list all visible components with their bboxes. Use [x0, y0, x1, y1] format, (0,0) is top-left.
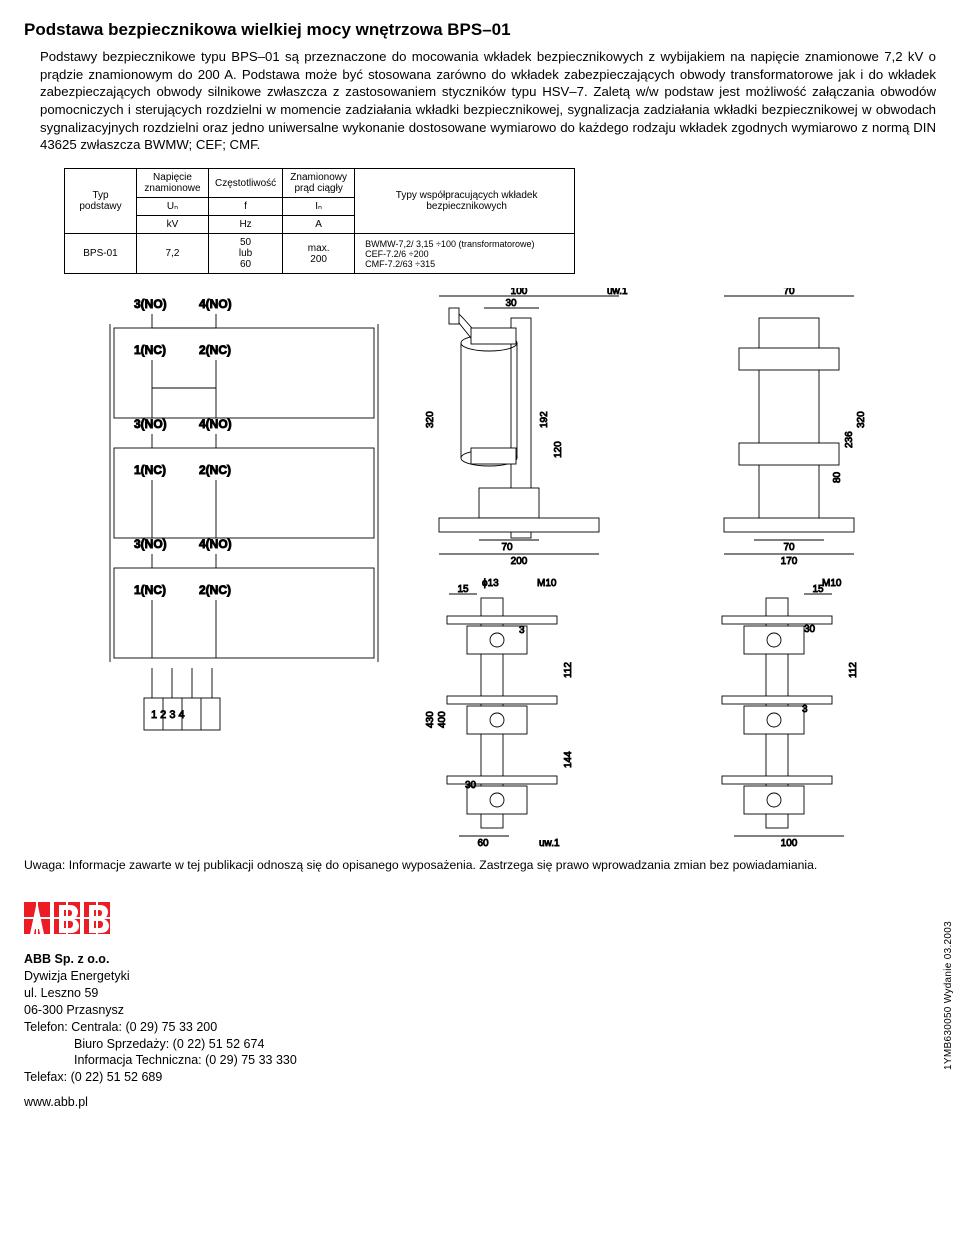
footer-tel2: Biuro Sprzedaży: (0 22) 51 52 674: [74, 1036, 936, 1053]
svg-text:4(NO): 4(NO): [199, 537, 232, 551]
svg-text:60: 60: [477, 838, 489, 848]
footer-web: www.abb.pl: [24, 1094, 936, 1111]
th-in-c: A: [283, 216, 355, 234]
svg-text:430: 430: [425, 711, 436, 728]
spec-table: Typ podstawy Napięcie znamionowe Częstot…: [64, 168, 575, 274]
svg-text:400: 400: [437, 711, 448, 728]
th-un-a: Napięcie znamionowe: [137, 169, 209, 198]
abb-logo: [24, 902, 936, 941]
svg-text:3: 3: [802, 704, 808, 715]
lbl-1nc: 1(NC): [134, 343, 166, 357]
svg-text:4(NO): 4(NO): [199, 417, 232, 431]
svg-text:30: 30: [505, 298, 517, 309]
footer-fax-label: Telefax:: [24, 1070, 67, 1084]
th-type: Typ podstawy: [65, 169, 137, 234]
th-f-c: Hz: [209, 216, 283, 234]
technical-drawings: 3(NO) 4(NO) 1(NC) 2(NC) 3(NO) 4(NO) 1(NC…: [24, 288, 936, 848]
td-in: max. 200: [283, 234, 355, 274]
svg-text:3: 3: [519, 625, 525, 636]
svg-text:70: 70: [501, 542, 513, 553]
td-type: BPS-01: [65, 234, 137, 274]
footer-division: Dywizja Energetyki: [24, 968, 936, 985]
svg-text:192: 192: [539, 411, 550, 428]
th-compat: Typy współpracujących wkładek bezpieczni…: [355, 169, 575, 234]
svg-text:30: 30: [465, 780, 477, 791]
lbl-4no: 4(NO): [199, 297, 232, 311]
main-paragraph: Podstawy bezpiecznikowe typu BPS–01 są p…: [40, 48, 936, 154]
svg-text:3(NO): 3(NO): [134, 417, 167, 431]
svg-text:2(NC): 2(NC): [199, 463, 231, 477]
svg-text:70: 70: [783, 542, 795, 553]
svg-text:120: 120: [553, 441, 564, 458]
th-un-c: kV: [137, 216, 209, 234]
svg-text:1(NC): 1(NC): [134, 583, 166, 597]
svg-text:144: 144: [563, 751, 574, 768]
svg-text:80: 80: [832, 472, 843, 484]
svg-text:100: 100: [511, 288, 528, 297]
footer-tel3: Informacja Techniczna: (0 29) 75 33 330: [74, 1052, 936, 1069]
footer-tel-label: Telefon:: [24, 1020, 68, 1034]
svg-text:uw.1: uw.1: [539, 838, 560, 848]
svg-text:200: 200: [511, 556, 528, 567]
svg-text:320: 320: [425, 411, 436, 428]
th-un-b: Uₙ: [137, 198, 209, 216]
svg-text:320: 320: [856, 411, 867, 428]
footer-tel1: Centrala: (0 29) 75 33 200: [71, 1020, 217, 1034]
doc-code: 1YMB630050 Wydanie 03.2003: [943, 921, 954, 1070]
svg-text:M10: M10: [537, 578, 557, 589]
lbl-3no: 3(NO): [134, 297, 167, 311]
th-f-a: Częstotliwość: [209, 169, 283, 198]
svg-text:112: 112: [563, 662, 574, 678]
svg-text:3(NO): 3(NO): [134, 537, 167, 551]
footer-company: ABB Sp. z o.o.: [24, 951, 936, 968]
td-compat: BWMW-7,2/ 3,15 ÷100 (transformatorowe) C…: [355, 234, 575, 274]
svg-text:100: 100: [781, 838, 798, 848]
svg-text:uw.1: uw.1: [607, 288, 628, 297]
footer: ABB Sp. z o.o. Dywizja Energetyki ul. Le…: [24, 951, 936, 1111]
svg-text:112: 112: [848, 662, 859, 678]
svg-text:ϕ13: ϕ13: [482, 578, 499, 589]
disclaimer-note: Uwaga: Informacje zawarte w tej publikac…: [24, 858, 936, 872]
th-f-b: f: [209, 198, 283, 216]
page-title: Podstawa bezpiecznikowa wielkiej mocy wn…: [24, 20, 936, 40]
svg-text:15: 15: [812, 584, 824, 595]
svg-text:1 2 3 4: 1 2 3 4: [151, 709, 185, 721]
svg-text:15: 15: [457, 584, 469, 595]
lbl-2nc: 2(NC): [199, 343, 231, 357]
svg-text:2(NC): 2(NC): [199, 583, 231, 597]
footer-city: 06-300 Przasnysz: [24, 1002, 936, 1019]
svg-text:236: 236: [844, 431, 855, 448]
td-f: 50 lub 60: [209, 234, 283, 274]
svg-text:30: 30: [804, 624, 816, 635]
svg-text:M10: M10: [822, 578, 842, 589]
td-un: 7,2: [137, 234, 209, 274]
th-in-a: Znamionowy prąd ciągły: [283, 169, 355, 198]
svg-text:70: 70: [783, 288, 795, 297]
svg-text:1(NC): 1(NC): [134, 463, 166, 477]
th-in-b: Iₙ: [283, 198, 355, 216]
svg-text:170: 170: [781, 556, 798, 567]
footer-street: ul. Leszno 59: [24, 985, 936, 1002]
footer-fax: (0 22) 51 52 689: [71, 1070, 163, 1084]
